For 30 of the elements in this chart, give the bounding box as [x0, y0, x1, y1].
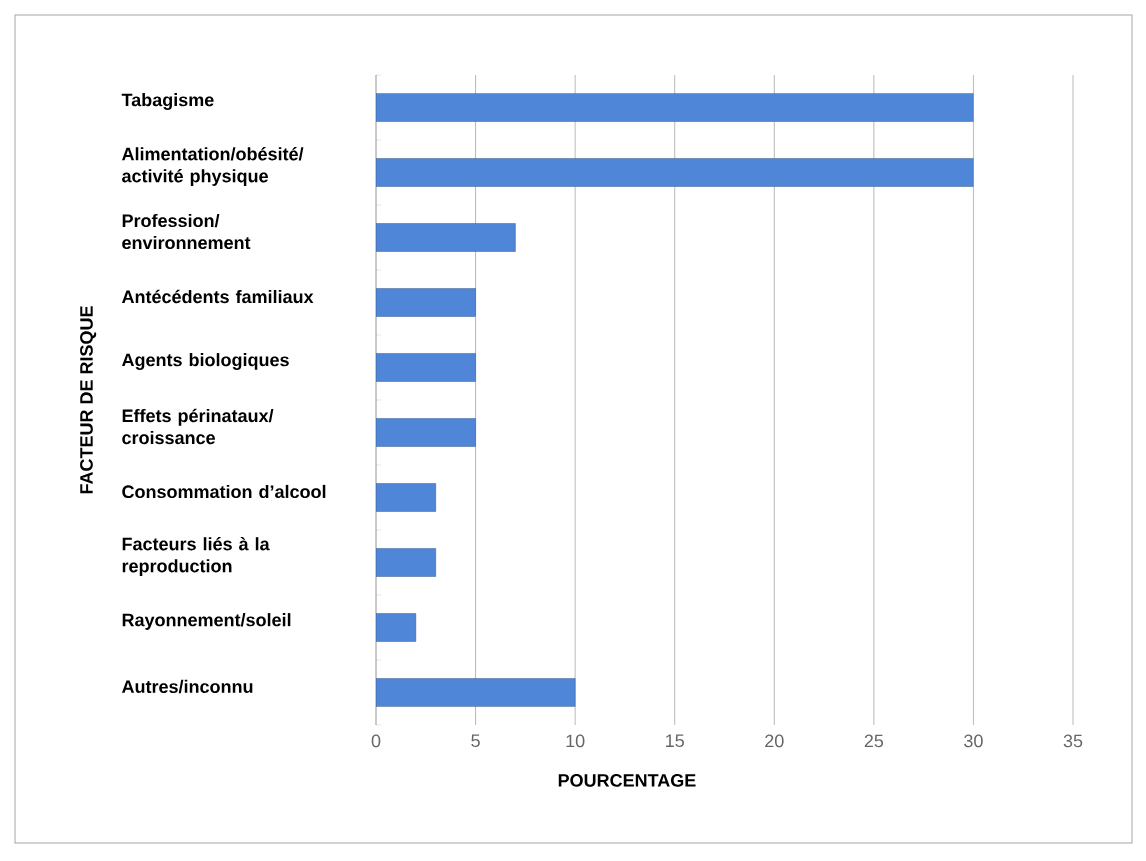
bar	[376, 158, 974, 187]
bar	[376, 223, 516, 252]
y-tick-label: Consommation d’alcool	[122, 484, 326, 499]
x-tick-label: 15	[666, 734, 684, 748]
x-tick-label: 25	[864, 734, 884, 748]
y-tick-label: Autres/inconnu	[121, 679, 253, 694]
x-tick-label: 30	[964, 734, 983, 748]
y-tick-label: Effets périnataux/ croissance	[122, 408, 274, 445]
y-axis-title: FACTEUR DE RISQUE	[80, 306, 97, 494]
bar	[376, 418, 476, 447]
y-tick-label: Antécédents familiaux	[121, 289, 314, 304]
x-tick-label: 20	[765, 734, 784, 748]
bar	[376, 613, 417, 642]
y-tick-label: Rayonnement/soleil	[122, 613, 291, 630]
bar	[376, 353, 476, 382]
bar	[376, 93, 974, 122]
x-tick-label: 5	[471, 734, 480, 748]
x-tick-label: 35	[1063, 734, 1083, 748]
y-tick-label: Profession/ environnement	[122, 213, 251, 250]
bar	[376, 548, 436, 577]
y-tick-label: Tabagisme	[121, 93, 214, 110]
bar	[376, 678, 576, 707]
x-tick-label: 10	[566, 734, 585, 748]
x-tick-label: 0	[371, 734, 381, 748]
bar	[376, 483, 436, 512]
y-tick-label: Agents biologiques	[121, 353, 289, 370]
bar	[376, 288, 476, 317]
x-axis-title: POURCENTAGE	[558, 774, 696, 787]
y-tick-label: Alimentation/obésité/ activité physique	[121, 147, 304, 186]
y-tick-label: Facteurs liés à la reproduction	[122, 537, 270, 576]
